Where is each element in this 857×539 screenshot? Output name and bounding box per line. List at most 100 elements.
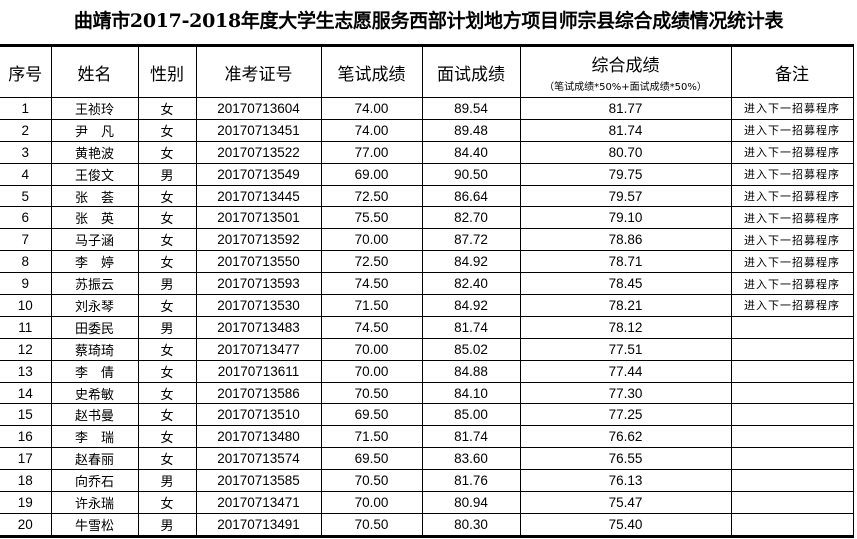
cell-interview[interactable]: 81.74 bbox=[421, 425, 521, 449]
cell-interview[interactable]: 90.50 bbox=[421, 162, 521, 186]
cell-gender[interactable]: 男 bbox=[137, 469, 197, 493]
cell-exam-id[interactable]: 20170713471 bbox=[195, 491, 322, 514]
cell-written[interactable]: 70.50 bbox=[320, 381, 423, 405]
cell-note[interactable] bbox=[730, 491, 854, 514]
cell-gender[interactable]: 女 bbox=[137, 140, 197, 164]
cell-gender[interactable]: 女 bbox=[137, 403, 197, 427]
header-written[interactable]: 笔试成绩 bbox=[320, 45, 423, 98]
cell-exam-id[interactable]: 20170713585 bbox=[195, 469, 322, 493]
cell-name[interactable]: 史希敏 bbox=[50, 381, 139, 405]
cell-note[interactable]: 进入下一招募程序 bbox=[730, 97, 854, 120]
cell-note[interactable]: 进入下一招募程序 bbox=[730, 294, 854, 317]
cell-gender[interactable]: 女 bbox=[137, 97, 197, 120]
cell-name[interactable]: 许永瑞 bbox=[50, 491, 139, 514]
cell-written[interactable]: 70.00 bbox=[320, 359, 423, 383]
cell-note[interactable] bbox=[730, 337, 854, 361]
header-total[interactable]: 综合成绩 （笔试成绩*50%+面试成绩*50%） bbox=[519, 45, 732, 98]
cell-total[interactable]: 79.10 bbox=[519, 206, 732, 230]
cell-total[interactable]: 75.40 bbox=[519, 512, 732, 537]
cell-written[interactable]: 70.50 bbox=[320, 512, 423, 537]
cell-gender[interactable]: 女 bbox=[137, 447, 197, 471]
cell-written[interactable]: 70.00 bbox=[320, 491, 423, 514]
cell-index[interactable]: 13 bbox=[0, 359, 52, 383]
cell-note[interactable] bbox=[730, 425, 854, 449]
cell-written[interactable]: 70.50 bbox=[320, 469, 423, 493]
cell-index[interactable]: 3 bbox=[0, 140, 52, 164]
cell-note[interactable]: 进入下一招募程序 bbox=[730, 118, 854, 142]
cell-gender[interactable]: 女 bbox=[137, 491, 197, 514]
cell-interview[interactable]: 82.70 bbox=[421, 206, 521, 230]
cell-name[interactable]: 赵书曼 bbox=[50, 403, 139, 427]
cell-gender[interactable]: 女 bbox=[137, 184, 197, 208]
cell-interview[interactable]: 81.74 bbox=[421, 315, 521, 339]
cell-name[interactable]: 赵春丽 bbox=[50, 447, 139, 471]
cell-name[interactable]: 张 英 bbox=[50, 206, 139, 230]
cell-total[interactable]: 78.71 bbox=[519, 250, 732, 274]
cell-exam-id[interactable]: 20170713491 bbox=[195, 512, 322, 537]
cell-note[interactable]: 进入下一招募程序 bbox=[730, 206, 854, 230]
cell-exam-id[interactable]: 20170713549 bbox=[195, 162, 322, 186]
cell-total[interactable]: 78.86 bbox=[519, 228, 732, 252]
cell-written[interactable]: 74.50 bbox=[320, 315, 423, 339]
cell-name[interactable]: 向乔石 bbox=[50, 469, 139, 493]
cell-exam-id[interactable]: 20170713510 bbox=[195, 403, 322, 427]
cell-total[interactable]: 78.45 bbox=[519, 272, 732, 296]
cell-total[interactable]: 80.70 bbox=[519, 140, 732, 164]
cell-total[interactable]: 79.57 bbox=[519, 184, 732, 208]
cell-total[interactable]: 77.25 bbox=[519, 403, 732, 427]
cell-index[interactable]: 10 bbox=[0, 294, 52, 317]
cell-index[interactable]: 2 bbox=[0, 118, 52, 142]
cell-interview[interactable]: 87.72 bbox=[421, 228, 521, 252]
cell-interview[interactable]: 89.48 bbox=[421, 118, 521, 142]
cell-exam-id[interactable]: 20170713593 bbox=[195, 272, 322, 296]
cell-total[interactable]: 76.62 bbox=[519, 425, 732, 449]
cell-interview[interactable]: 84.92 bbox=[421, 250, 521, 274]
cell-exam-id[interactable]: 20170713586 bbox=[195, 381, 322, 405]
cell-index[interactable]: 19 bbox=[0, 491, 52, 514]
cell-note[interactable]: 进入下一招募程序 bbox=[730, 250, 854, 274]
cell-written[interactable]: 70.00 bbox=[320, 228, 423, 252]
cell-interview[interactable]: 82.40 bbox=[421, 272, 521, 296]
cell-exam-id[interactable]: 20170713604 bbox=[195, 97, 322, 120]
cell-interview[interactable]: 89.54 bbox=[421, 97, 521, 120]
cell-gender[interactable]: 女 bbox=[137, 206, 197, 230]
cell-total[interactable]: 77.51 bbox=[519, 337, 732, 361]
header-gender[interactable]: 性别 bbox=[137, 45, 197, 98]
cell-exam-id[interactable]: 20170713574 bbox=[195, 447, 322, 471]
cell-total[interactable]: 81.77 bbox=[519, 97, 732, 120]
cell-interview[interactable]: 85.00 bbox=[421, 403, 521, 427]
cell-written[interactable]: 69.50 bbox=[320, 403, 423, 427]
cell-note[interactable]: 进入下一招募程序 bbox=[730, 228, 854, 252]
cell-index[interactable]: 11 bbox=[0, 315, 52, 339]
cell-note[interactable]: 进入下一招募程序 bbox=[730, 272, 854, 296]
cell-note[interactable] bbox=[730, 403, 854, 427]
cell-gender[interactable]: 女 bbox=[137, 337, 197, 361]
cell-name[interactable]: 蔡琦琦 bbox=[50, 337, 139, 361]
cell-note[interactable] bbox=[730, 447, 854, 471]
cell-written[interactable]: 72.50 bbox=[320, 184, 423, 208]
cell-interview[interactable]: 85.02 bbox=[421, 337, 521, 361]
cell-note[interactable]: 进入下一招募程序 bbox=[730, 140, 854, 164]
cell-interview[interactable]: 84.10 bbox=[421, 381, 521, 405]
cell-written[interactable]: 77.00 bbox=[320, 140, 423, 164]
cell-index[interactable]: 16 bbox=[0, 425, 52, 449]
header-name[interactable]: 姓名 bbox=[50, 45, 139, 98]
cell-index[interactable]: 8 bbox=[0, 250, 52, 274]
cell-total[interactable]: 75.47 bbox=[519, 491, 732, 514]
cell-gender[interactable]: 男 bbox=[137, 512, 197, 537]
cell-name[interactable]: 刘永琴 bbox=[50, 294, 139, 317]
cell-index[interactable]: 18 bbox=[0, 469, 52, 493]
cell-gender[interactable]: 女 bbox=[137, 425, 197, 449]
cell-written[interactable]: 74.50 bbox=[320, 272, 423, 296]
cell-gender[interactable]: 男 bbox=[137, 272, 197, 296]
cell-exam-id[interactable]: 20170713501 bbox=[195, 206, 322, 230]
cell-written[interactable]: 75.50 bbox=[320, 206, 423, 230]
cell-written[interactable]: 69.00 bbox=[320, 162, 423, 186]
cell-index[interactable]: 14 bbox=[0, 381, 52, 405]
cell-name[interactable]: 田委民 bbox=[50, 315, 139, 339]
cell-name[interactable]: 李 婷 bbox=[50, 250, 139, 274]
cell-interview[interactable]: 83.60 bbox=[421, 447, 521, 471]
cell-note[interactable]: 进入下一招募程序 bbox=[730, 162, 854, 186]
cell-interview[interactable]: 80.94 bbox=[421, 491, 521, 514]
cell-note[interactable] bbox=[730, 469, 854, 493]
